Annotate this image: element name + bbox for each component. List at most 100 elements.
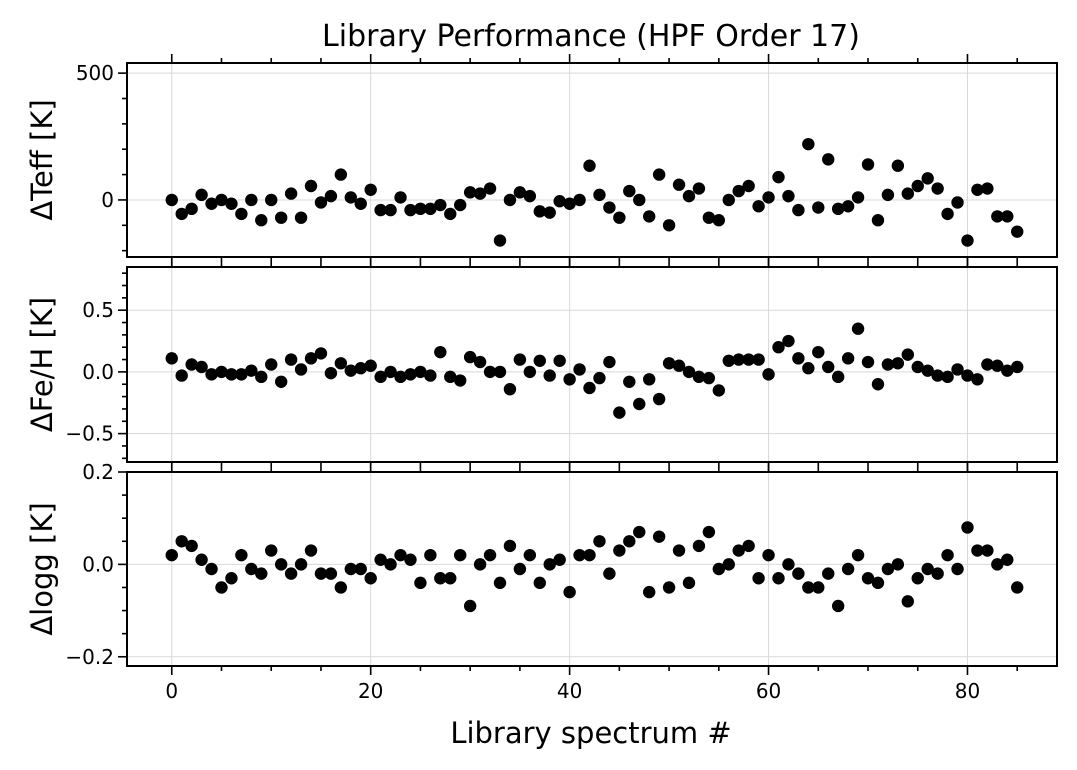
data-point bbox=[861, 572, 875, 585]
data-point bbox=[722, 193, 735, 207]
y-tick-label: 0.0 bbox=[82, 360, 114, 384]
data-point bbox=[722, 558, 735, 571]
y-tick-label: −0.5 bbox=[65, 422, 114, 446]
data-point bbox=[792, 567, 805, 580]
y-axis-label: ΔFe/H [K] bbox=[25, 297, 59, 432]
data-point bbox=[294, 363, 308, 376]
data-point bbox=[255, 214, 268, 227]
data-point bbox=[812, 201, 825, 214]
data-point bbox=[981, 544, 994, 557]
data-point bbox=[583, 159, 596, 172]
x-tick-label: 40 bbox=[557, 679, 582, 703]
data-point bbox=[573, 363, 586, 376]
data-point bbox=[613, 211, 626, 224]
data-point bbox=[304, 179, 318, 193]
data-point bbox=[762, 191, 775, 204]
data-point bbox=[603, 567, 616, 580]
data-point bbox=[851, 548, 865, 562]
data-point bbox=[921, 364, 934, 377]
data-point bbox=[851, 191, 865, 204]
data-point bbox=[633, 397, 646, 411]
data-point bbox=[304, 352, 318, 365]
data-point bbox=[583, 548, 596, 562]
data-point bbox=[563, 197, 576, 210]
data-point bbox=[215, 193, 228, 207]
data-point bbox=[344, 364, 357, 377]
data-point bbox=[712, 562, 726, 576]
data-point bbox=[1011, 360, 1024, 374]
data-point bbox=[742, 179, 755, 193]
data-point bbox=[255, 567, 268, 580]
x-tick-label: 0 bbox=[165, 679, 178, 703]
data-point bbox=[931, 182, 944, 195]
data-point bbox=[205, 368, 218, 381]
data-point bbox=[434, 345, 447, 359]
data-point bbox=[245, 364, 258, 377]
data-point bbox=[185, 358, 198, 371]
data-point bbox=[881, 562, 895, 576]
data-point bbox=[513, 186, 527, 199]
data-point bbox=[1001, 364, 1014, 377]
data-point bbox=[762, 368, 775, 381]
data-point bbox=[613, 406, 626, 419]
y-tick-label: 0.2 bbox=[82, 460, 114, 484]
data-point bbox=[414, 576, 427, 590]
data-point bbox=[454, 548, 467, 562]
data-point bbox=[593, 188, 606, 202]
data-point bbox=[822, 360, 835, 374]
data-point bbox=[463, 599, 477, 613]
data-point bbox=[583, 381, 596, 395]
y-tick-label: 0 bbox=[101, 188, 114, 212]
data-point bbox=[483, 548, 497, 562]
data-point bbox=[971, 544, 984, 557]
data-point bbox=[394, 191, 407, 204]
data-point bbox=[284, 187, 298, 200]
data-point bbox=[483, 182, 497, 195]
data-point bbox=[364, 183, 377, 196]
data-point bbox=[344, 562, 357, 576]
data-point bbox=[891, 558, 905, 571]
data-point bbox=[463, 186, 477, 199]
chart-title: Library Performance (HPF Order 17) bbox=[322, 19, 860, 54]
data-point bbox=[802, 137, 815, 151]
data-point bbox=[314, 567, 328, 580]
data-point bbox=[603, 201, 616, 214]
data-point bbox=[404, 553, 417, 566]
data-point bbox=[195, 553, 208, 566]
data-point bbox=[543, 206, 556, 219]
data-point bbox=[553, 195, 566, 208]
data-point bbox=[324, 567, 338, 580]
data-point bbox=[742, 539, 755, 553]
data-point bbox=[334, 581, 348, 594]
data-point bbox=[195, 360, 208, 374]
data-point bbox=[503, 539, 517, 553]
data-point bbox=[752, 572, 765, 585]
data-point bbox=[1001, 210, 1014, 223]
data-point bbox=[841, 562, 855, 576]
data-point bbox=[523, 548, 537, 562]
data-point bbox=[175, 369, 188, 382]
data-point bbox=[513, 353, 527, 366]
data-point bbox=[473, 355, 487, 369]
data-point bbox=[812, 345, 825, 359]
data-point bbox=[384, 365, 397, 379]
data-point bbox=[354, 562, 367, 576]
data-point bbox=[175, 207, 188, 221]
y-tick-label: 500 bbox=[76, 61, 114, 85]
data-point bbox=[284, 353, 298, 366]
data-point bbox=[931, 369, 944, 382]
data-point bbox=[533, 354, 546, 367]
data-point bbox=[682, 365, 696, 379]
data-point bbox=[175, 535, 188, 548]
data-point bbox=[822, 567, 835, 580]
data-point bbox=[921, 562, 934, 576]
panel-frame bbox=[126, 266, 1058, 463]
data-point bbox=[344, 191, 357, 204]
data-point bbox=[414, 202, 427, 216]
data-point bbox=[225, 572, 238, 585]
data-point bbox=[493, 365, 507, 379]
data-point bbox=[563, 373, 576, 386]
data-point bbox=[772, 170, 785, 184]
y-axis-label: Δlogg [K] bbox=[25, 502, 59, 635]
data-point bbox=[354, 197, 367, 210]
